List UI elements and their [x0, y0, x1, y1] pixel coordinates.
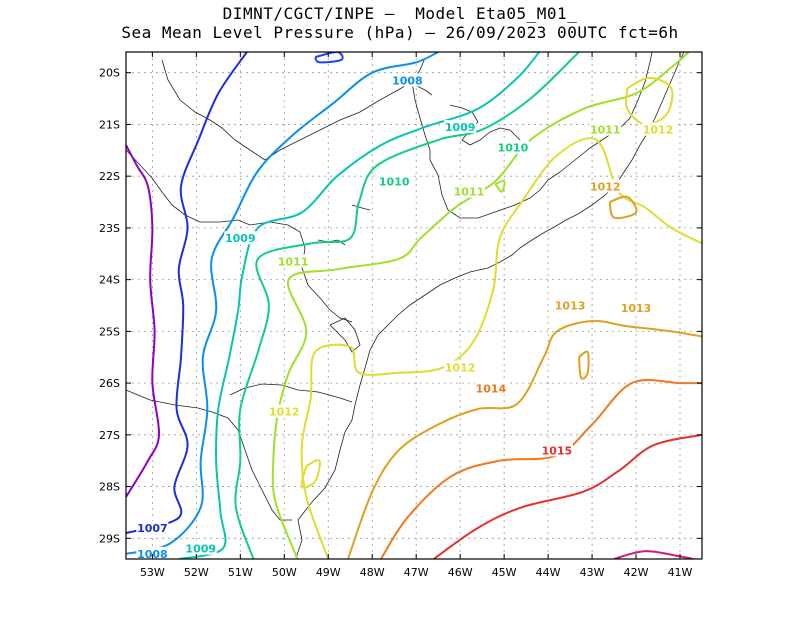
coastline	[295, 52, 685, 559]
isobar-label-bg	[378, 174, 411, 188]
state-border-sc-pr	[229, 383, 353, 403]
isobar-1007	[126, 52, 248, 535]
isobar-1013	[347, 319, 702, 559]
isobar-label: 1013	[555, 300, 586, 313]
isobar-1009	[178, 52, 541, 559]
isobar-label-bg	[474, 381, 507, 395]
isobar-label-bg	[444, 360, 477, 374]
lon-tick-label: 43W	[580, 566, 605, 579]
isobar-label-bg	[540, 443, 573, 457]
isobar-label: 1012	[590, 181, 621, 194]
isobar-label-bg	[554, 298, 587, 312]
lat-tick-label: 25S	[99, 325, 120, 338]
map-title: DIMNT/CGCT/INPE – Model Eta05_M01_ Sea M…	[0, 4, 800, 42]
isobar-label: 1014	[476, 382, 507, 395]
lat-tick-label: 29S	[99, 532, 120, 545]
isobar-label: 1010	[498, 142, 529, 155]
lon-tick-label: 41W	[668, 566, 693, 579]
grid	[126, 52, 702, 559]
isobar-label: 1008	[392, 74, 423, 87]
isobar-label-bg	[184, 541, 217, 555]
isobar-1011	[271, 52, 690, 559]
lon-tick-label: 44W	[536, 566, 561, 579]
state-border-sp-mg-2	[411, 81, 431, 160]
lagoon-coast	[329, 317, 361, 353]
isobar-label-bg	[277, 254, 310, 268]
isobar-label-bg	[268, 404, 301, 418]
plot-frame	[125, 51, 703, 560]
title-line-1: DIMNT/CGCT/INPE – Model Eta05_M01_	[222, 4, 578, 23]
lon-tick-label: 49W	[316, 566, 341, 579]
isobar-label-bg	[452, 184, 485, 198]
lat-tick-label: 24S	[99, 274, 120, 287]
lon-tick-label: 45W	[492, 566, 517, 579]
axes: 20S 21S 22S 23S 24S 25S 26S 27S 28S 29S 53W 52W 51W 5…	[99, 52, 702, 579]
isobar-label: 1010	[379, 175, 410, 188]
isobar-label-bg	[444, 120, 477, 134]
closed-isobar	[624, 76, 674, 126]
lon-tick-label: 53W	[140, 566, 165, 579]
isobar-label: 1009	[185, 543, 216, 556]
isobar-label-bg	[589, 122, 622, 136]
border-ms	[161, 59, 266, 161]
lon-tick-label: 47W	[404, 566, 429, 579]
isobar-label: 1011	[278, 256, 309, 269]
closed-isobar	[314, 52, 344, 64]
isobar-label-bg	[136, 520, 169, 534]
isobar-label-bg	[620, 301, 653, 315]
closed-isobar	[494, 180, 506, 193]
coastline-and-borders	[126, 52, 685, 559]
lat-tick-label: 22S	[99, 170, 120, 183]
isobar-label: 1009	[225, 232, 256, 245]
isobar-label-bg	[391, 73, 424, 87]
isobar-label: 1011	[590, 124, 621, 137]
isobar-label: 1011	[454, 186, 485, 199]
lon-tick-label: 52W	[184, 566, 209, 579]
title-line-2: Sea Mean Level Pressure (hPa) – 26/09/20…	[121, 23, 679, 42]
lon-tick-label: 48W	[360, 566, 385, 579]
closed-isobar	[608, 195, 638, 220]
lat-tick-label: 28S	[99, 481, 120, 494]
closed-isobar	[577, 350, 590, 380]
closed-isobar	[300, 459, 321, 489]
lat-tick-label: 20S	[99, 67, 120, 80]
state-border-pr-sp	[249, 221, 353, 323]
lon-tick-label: 51W	[228, 566, 253, 579]
lon-tick-label: 46W	[448, 566, 473, 579]
reservoir-2	[414, 84, 433, 96]
border-paraguay	[126, 149, 251, 226]
isobar-1016	[613, 550, 694, 559]
isobar-label: 1009	[445, 121, 476, 134]
isobar-label-bg	[496, 140, 529, 154]
isobar-label-bg	[642, 122, 675, 136]
isobar-label: 1013	[621, 302, 652, 315]
lat-tick-label: 27S	[99, 429, 120, 442]
lat-tick-label: 26S	[99, 377, 120, 390]
isobar-1015	[433, 433, 702, 559]
isobar-labels: 1007100810091010101110121013101410151008…	[136, 73, 675, 561]
isobar-label: 1015	[542, 444, 573, 457]
state-border-mg-rj	[429, 159, 561, 219]
lat-tick-label: 21S	[99, 118, 120, 131]
state-border-mg-es	[559, 52, 653, 173]
lon-tick-label: 50W	[272, 566, 297, 579]
isobar-label: 1007	[137, 522, 168, 535]
isobar-label-bg	[224, 231, 257, 245]
plot-background	[126, 52, 702, 559]
isobar-label-bg	[136, 546, 169, 560]
lon-tick-label: 42W	[624, 566, 649, 579]
isobar-label: 1012	[445, 362, 476, 375]
isobar-1008	[126, 52, 439, 555]
lat-tick-label: 23S	[99, 222, 120, 235]
isobar-label: 1012	[643, 124, 674, 137]
state-border-south	[126, 389, 292, 521]
isobar-1006	[126, 144, 161, 498]
isobar-label: 1012	[269, 406, 300, 419]
isobar-label-bg	[589, 179, 622, 193]
reservoir-4	[351, 204, 371, 211]
